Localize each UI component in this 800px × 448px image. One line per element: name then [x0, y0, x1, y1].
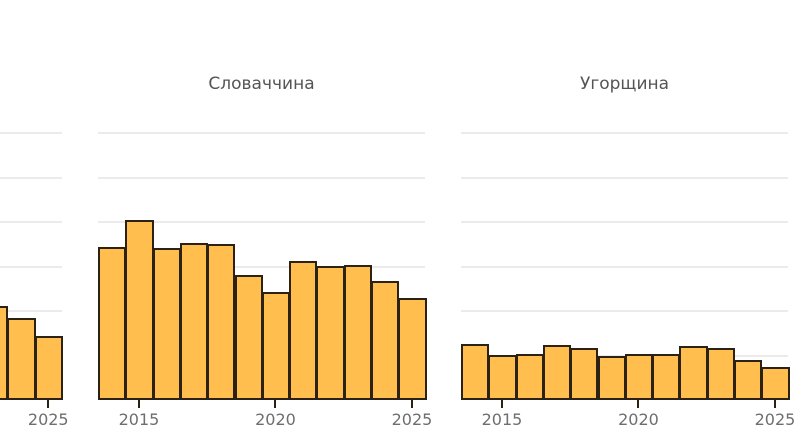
bar-2017 — [542, 344, 572, 400]
bar-2021 — [652, 354, 681, 400]
panel-hungary: Угорщина 2015 2020 2025 — [461, 0, 795, 448]
bars-hungary — [461, 0, 790, 400]
gridline — [461, 266, 788, 268]
gridline — [461, 132, 788, 134]
gridline — [98, 177, 425, 179]
bar-2023 — [0, 306, 9, 400]
x-tick-label: 2015 — [118, 410, 160, 429]
gridline — [98, 221, 425, 223]
bar-2021 — [289, 261, 318, 400]
bar-2015 — [488, 355, 517, 400]
bar-2023 — [706, 347, 735, 400]
panel-slovakia: Словаччина 2015 2020 2025 — [98, 0, 432, 448]
bar-2014 — [461, 343, 490, 400]
bar-2014 — [98, 246, 127, 400]
bar-2015 — [125, 220, 154, 400]
bar-2022 — [679, 346, 708, 400]
gridline — [0, 221, 62, 223]
bar-2017 — [179, 242, 209, 400]
bar-2019 — [234, 274, 263, 400]
panel-title: Угорщина — [579, 74, 670, 94]
panel-title: Словаччина — [208, 74, 315, 94]
bar-2025 — [761, 367, 790, 400]
gridline — [0, 310, 62, 312]
bar-2024 — [734, 359, 763, 400]
x-tick — [773, 400, 776, 408]
bars-slovakia — [98, 0, 427, 400]
gridline — [98, 266, 425, 268]
x-tick — [500, 400, 503, 408]
bar-2025 — [398, 298, 427, 400]
bar-2019 — [597, 355, 626, 400]
bar-2018 — [570, 347, 599, 400]
bar-2024 — [371, 281, 400, 400]
x-tick — [637, 400, 640, 408]
x-tick-label: 2025 — [391, 410, 433, 429]
bar-2022 — [316, 266, 345, 400]
bar-2016 — [152, 247, 181, 400]
bar-2016 — [515, 354, 544, 400]
x-tick — [137, 400, 140, 408]
bars-left — [0, 0, 63, 400]
gridline — [0, 132, 62, 134]
x-tick-label: 2020 — [618, 410, 659, 429]
x-tick — [410, 400, 413, 408]
gridline — [461, 177, 788, 179]
bar-2020 — [624, 354, 654, 400]
x-tick-label: 2015 — [481, 410, 523, 429]
x-tick — [47, 400, 50, 408]
x-tick-label: 2025 — [754, 410, 796, 429]
gridline — [0, 266, 62, 268]
x-tick — [274, 400, 277, 408]
gridline — [0, 177, 62, 179]
x-tick-label: 2025 — [27, 410, 69, 429]
x-tick-label: 2020 — [255, 410, 296, 429]
bar-2024 — [7, 318, 36, 400]
gridline — [98, 132, 425, 134]
bar-2025 — [34, 335, 63, 400]
gridline — [461, 310, 788, 312]
bar-2020 — [261, 291, 291, 400]
gridline — [461, 221, 788, 223]
panel-left-partial: 2025 — [0, 0, 69, 448]
bar-2023 — [343, 265, 372, 400]
bar-2018 — [207, 243, 236, 400]
